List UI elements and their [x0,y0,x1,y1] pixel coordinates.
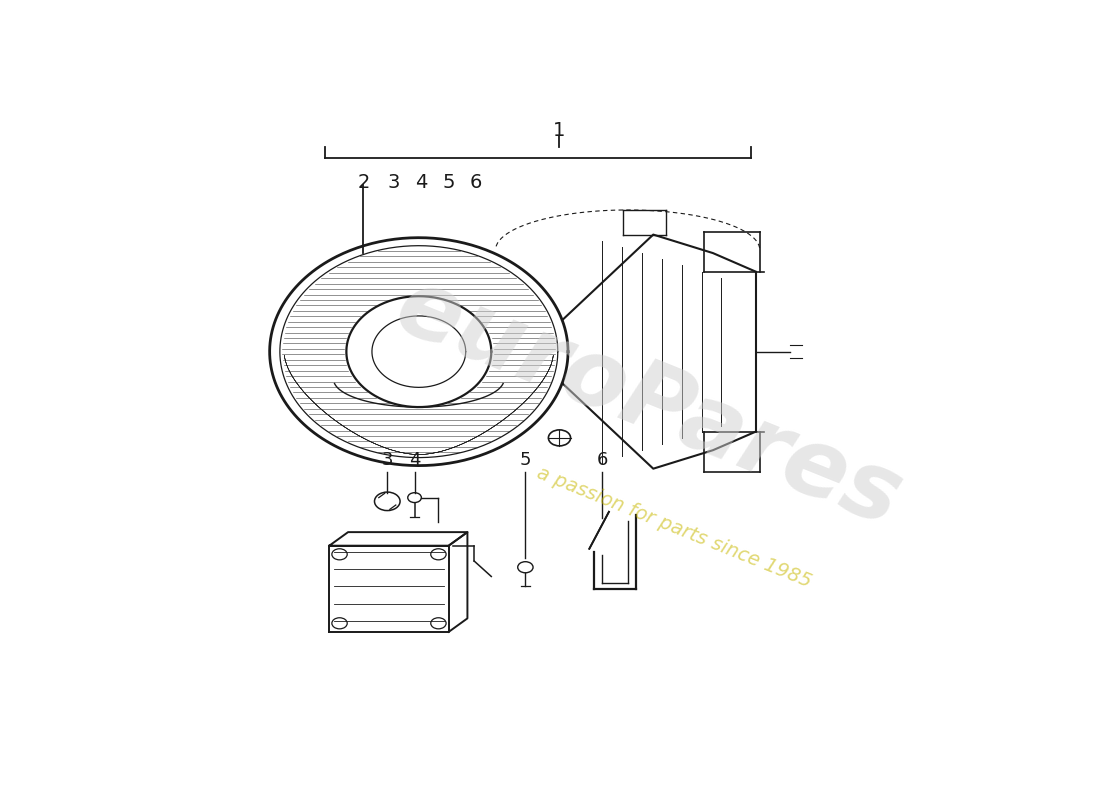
Text: 3: 3 [387,173,399,192]
Text: 3: 3 [382,450,393,469]
Text: euroPares: euroPares [383,261,915,547]
Text: 6: 6 [470,173,482,192]
Text: 6: 6 [596,450,608,469]
Text: 5: 5 [519,450,531,469]
Text: a passion for parts since 1985: a passion for parts since 1985 [535,463,815,591]
Text: 4: 4 [415,173,428,192]
Text: 1: 1 [553,121,565,140]
Text: 4: 4 [409,450,420,469]
Text: 2: 2 [358,173,370,192]
Text: 5: 5 [442,173,455,192]
